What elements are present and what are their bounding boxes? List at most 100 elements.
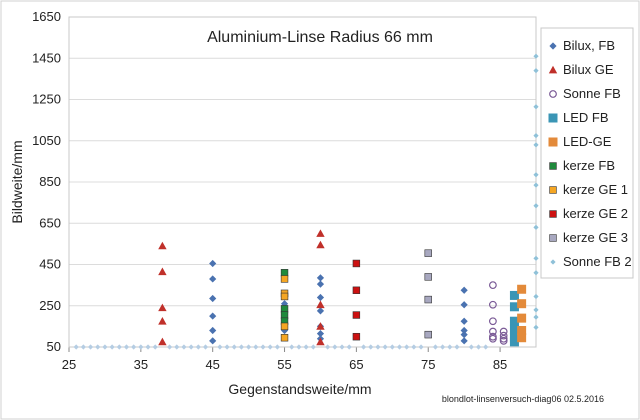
- point-sonne-fb: [499, 336, 508, 345]
- legend-marker-led-fb: [548, 113, 558, 123]
- baseline-point: [267, 344, 273, 350]
- point-kerze-ge-1: [280, 292, 289, 301]
- point-bilux-fb: [316, 274, 325, 282]
- point-bilux-fb: [209, 337, 217, 345]
- legend-marker-kerze-ge-1: [549, 186, 557, 194]
- baseline-point: [468, 344, 474, 350]
- legend-label-kerze-ge-2: kerze GE 2: [563, 206, 628, 221]
- legend-marker-kerze-fb: [549, 162, 557, 170]
- point-bilux-fb: [316, 280, 325, 288]
- baseline-point: [432, 344, 439, 350]
- legend-marker-led-ge: [548, 137, 558, 147]
- point-kerze-ge-2: [352, 286, 361, 294]
- point-led-ge: [517, 284, 527, 294]
- point-sonne-fb-2: [533, 224, 539, 230]
- baseline-point: [260, 344, 266, 350]
- x-tick-label: 25: [62, 357, 76, 372]
- point-sonne-fb-2: [533, 142, 539, 148]
- tick-labels: 50 250 450 650 850 1050 1250 1450 1650 25 35 45 55 65…: [32, 9, 507, 372]
- baseline-point: [404, 344, 410, 350]
- baseline-point: [310, 344, 316, 350]
- plot-area: [68, 16, 537, 348]
- point-led-ge: [517, 326, 527, 335]
- point-sonne-fb: [499, 327, 508, 336]
- point-bilux-fb: [460, 331, 468, 339]
- point-kerze-ge-2: [352, 332, 361, 341]
- footnote: blondlot-linsenversuch-diag06 02.5.2016: [442, 394, 604, 404]
- point-kerze-fb: [280, 311, 289, 319]
- legend-marker-bilux-ge: [548, 65, 558, 74]
- y-tick-label: 1250: [32, 92, 61, 107]
- point-sonne-fb-2: [533, 314, 539, 320]
- point-kerze-fb: [280, 269, 289, 277]
- baseline-point: [238, 344, 245, 350]
- point-bilux-ge: [316, 300, 325, 309]
- baseline-point: [246, 344, 252, 350]
- data-marks: [73, 53, 539, 350]
- point-sonne-fb-2: [533, 104, 539, 110]
- baseline-point: [87, 344, 94, 350]
- y-tick-label: 450: [39, 257, 61, 272]
- y-tick-label: 50: [47, 339, 61, 354]
- baseline-point: [289, 344, 295, 350]
- y-tick-label: 1050: [32, 133, 61, 148]
- baseline-point: [440, 344, 446, 350]
- baseline-point: [224, 344, 230, 350]
- baseline-point: [396, 344, 403, 350]
- baseline-point: [454, 344, 460, 350]
- point-led-fb: [509, 290, 519, 300]
- point-led-ge: [517, 313, 527, 323]
- point-bilux-fb: [209, 294, 217, 303]
- baseline-point: [174, 344, 180, 350]
- x-tick-label: 35: [134, 357, 148, 372]
- legend-label-sonne-fb: Sonne FB: [563, 86, 621, 101]
- legend-label-bilux-fb: Bilux, FB: [563, 38, 615, 53]
- point-led-ge: [517, 333, 527, 343]
- y-tick-label: 1450: [32, 50, 61, 65]
- legend-label-led-fb: LED FB: [563, 110, 609, 125]
- baseline-point: [80, 344, 86, 350]
- baseline-point: [123, 344, 130, 350]
- x-tick-label: 55: [277, 357, 291, 372]
- baseline-point: [389, 344, 395, 350]
- y-tick-label: 1650: [32, 9, 61, 24]
- baseline-point: [166, 344, 173, 350]
- baseline-point: [339, 344, 345, 350]
- point-bilux-fb: [316, 293, 325, 302]
- legend-marker-sonne-fb: [549, 90, 557, 98]
- point-sonne-fb: [488, 317, 497, 326]
- point-sonne-fb-2: [533, 324, 539, 331]
- point-sonne-fb-2: [533, 293, 539, 300]
- baseline-point: [368, 344, 374, 350]
- baseline-point: [332, 344, 338, 350]
- point-bilux-ge: [158, 303, 167, 312]
- point-bilux-ge: [158, 337, 167, 346]
- baseline-point: [418, 344, 424, 350]
- chart-title: Aluminium-Linse Radius 66 mm: [207, 29, 433, 46]
- legend-label-kerze-ge-3: kerze GE 3: [563, 230, 628, 245]
- point-kerze-ge-1: [280, 334, 289, 342]
- baseline-point: [138, 344, 144, 350]
- point-bilux-fb: [209, 275, 217, 283]
- point-sonne-fb: [488, 281, 497, 290]
- point-kerze-ge-2: [352, 259, 361, 268]
- legend-label-sonne-fb-2: Sonne FB 2: [563, 254, 632, 269]
- point-bilux-fb: [209, 312, 217, 320]
- x-tick-label: 75: [421, 357, 435, 372]
- point-bilux-fb: [460, 337, 468, 345]
- point-sonne-fb: [488, 300, 497, 309]
- point-bilux-ge: [316, 337, 325, 346]
- point-kerze-ge-2: [352, 311, 361, 319]
- baseline-point: [382, 344, 388, 350]
- x-tick-label: 45: [205, 357, 219, 372]
- point-led-ge: [517, 299, 527, 309]
- y-tick-label: 650: [39, 215, 61, 230]
- legend-marker-bilux-fb: [549, 42, 557, 50]
- point-bilux-ge: [158, 241, 167, 250]
- baseline-point: [346, 344, 352, 350]
- point-sonne-fb-2: [533, 203, 539, 209]
- point-bilux-fb: [316, 307, 325, 315]
